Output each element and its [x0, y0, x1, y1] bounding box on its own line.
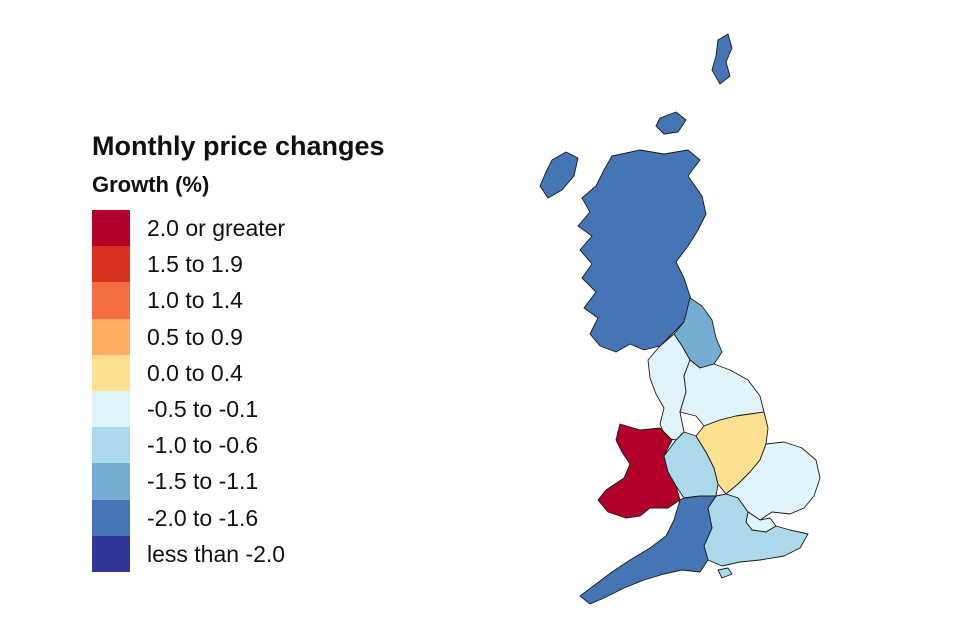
- legend-item: 0.0 to 0.4: [92, 354, 385, 391]
- legend-item: less than -2.0: [92, 535, 385, 572]
- region-hebrides: [539, 151, 579, 199]
- legend-item: -2.0 to -1.6: [92, 499, 385, 536]
- legend-label: -0.5 to -0.1: [147, 396, 259, 423]
- legend-swatch: [92, 282, 130, 319]
- legend-label: 0.0 to 0.4: [147, 359, 243, 386]
- legend-swatch: [92, 535, 130, 572]
- legend-swatch: [92, 210, 130, 247]
- region-wales: [597, 423, 681, 519]
- legend-label: -1.0 to -0.6: [147, 432, 259, 459]
- legend-label: 1.0 to 1.4: [147, 287, 243, 314]
- legend-item: 0.5 to 0.9: [92, 318, 385, 355]
- region-north-west: [647, 333, 691, 441]
- region-orkney: [655, 111, 687, 135]
- legend-swatch: [92, 318, 130, 355]
- legend-item: 1.0 to 1.4: [92, 282, 385, 319]
- legend-swatch: [92, 246, 130, 283]
- region-scotland: [577, 149, 707, 353]
- legend-swatch: [92, 427, 130, 464]
- legend-swatch: [92, 390, 130, 428]
- region-isle-of-wight: [717, 567, 733, 579]
- map-legend: Monthly price changes Growth (%) 2.0 or …: [92, 128, 385, 572]
- legend-swatch: [92, 354, 130, 391]
- legend-item: 1.5 to 1.9: [92, 246, 385, 283]
- region-shetland: [711, 33, 733, 85]
- legend-label: 2.0 or greater: [147, 215, 286, 242]
- legend-label: less than -2.0: [147, 540, 286, 567]
- legend-item: -1.0 to -0.6: [92, 427, 385, 464]
- legend-label: 1.5 to 1.9: [147, 251, 243, 278]
- legend-title: Monthly price changes: [92, 131, 385, 161]
- legend-label: -2.0 to -1.6: [147, 504, 259, 531]
- region-east: [725, 441, 821, 521]
- region-south-west: [579, 495, 717, 605]
- legend-item: -1.5 to -1.1: [92, 463, 385, 500]
- legend-swatch: [92, 463, 130, 500]
- legend-swatch: [92, 499, 130, 536]
- legend-item: 2.0 or greater: [92, 210, 385, 247]
- legend-subtitle: Growth (%): [92, 172, 210, 197]
- legend-label: -1.5 to -1.1: [147, 468, 259, 495]
- legend-items: 2.0 or greater 1.5 to 1.9 1.0 to 1.4 0.5…: [92, 210, 385, 572]
- legend-label: 0.5 to 0.9: [147, 323, 243, 350]
- legend-item: -0.5 to -0.1: [92, 390, 385, 428]
